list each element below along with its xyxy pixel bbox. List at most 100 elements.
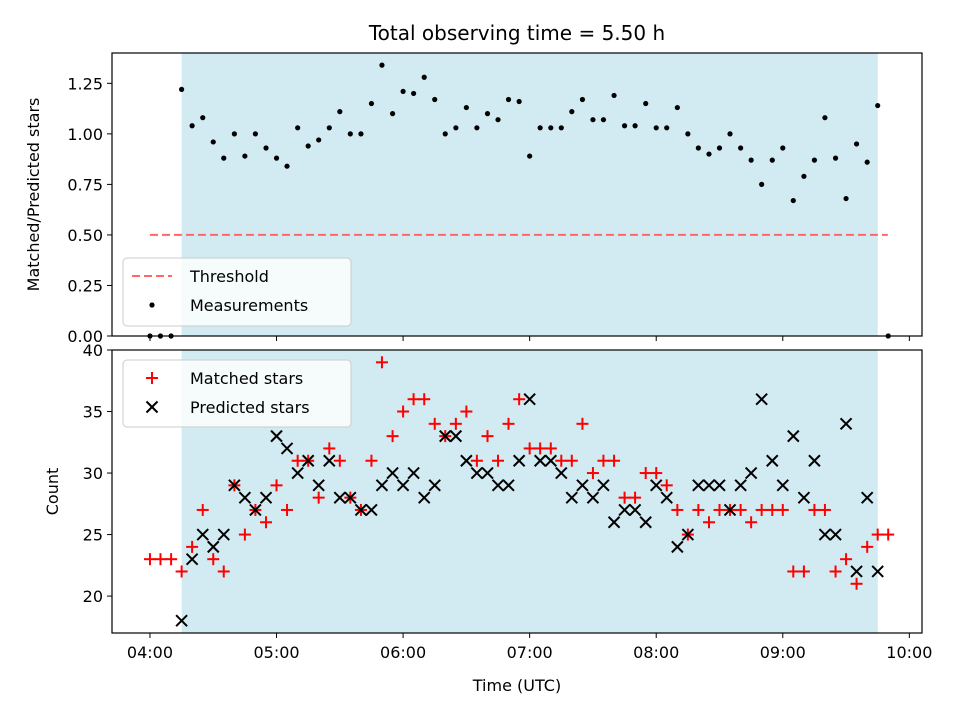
measurement-point — [252, 131, 258, 137]
y-tick-label: 0.50 — [67, 226, 103, 245]
matched-star-point — [576, 417, 589, 430]
matched-star-point — [618, 491, 631, 504]
matched-star-point — [270, 479, 283, 492]
predicted-star-point — [481, 466, 494, 480]
measurement-point — [284, 163, 290, 169]
measurement-point — [611, 92, 617, 99]
predicted-star-point — [407, 466, 420, 480]
matched-star-point — [143, 553, 156, 566]
matched-star-point — [850, 577, 863, 590]
y-tick-label: 1.00 — [67, 125, 103, 144]
measurement-point — [600, 117, 607, 123]
matched-star-point — [513, 393, 526, 406]
predicted-star-point — [259, 491, 273, 504]
matched-star-point — [713, 503, 726, 516]
matched-star-point — [692, 503, 705, 516]
matched-star-point — [175, 565, 188, 578]
measurement-point — [769, 157, 775, 163]
measurement-point — [569, 109, 575, 115]
legend-threshold-label: Threshold — [189, 267, 269, 286]
measurement-point — [621, 123, 628, 129]
matched-star-point — [407, 393, 420, 406]
predicted-star-point — [533, 454, 547, 467]
predicted-star-point — [280, 442, 294, 455]
measurement-point — [453, 125, 459, 131]
matched-star-point — [260, 516, 273, 529]
legend-measurements-swatch — [149, 302, 155, 308]
matched-star-point — [755, 503, 768, 516]
matched-star-point — [523, 442, 536, 455]
measurement-point — [727, 131, 733, 137]
predicted-star-point — [766, 454, 779, 467]
measurement-point — [273, 155, 280, 161]
measurement-point — [801, 173, 807, 179]
predicted-star-point — [523, 393, 536, 406]
predicted-star-point — [808, 454, 821, 467]
y-tick-label: 0.75 — [67, 175, 103, 194]
matched-star-point — [154, 553, 167, 566]
predicted-star-point — [681, 528, 695, 541]
measurement-point — [189, 123, 195, 129]
measurement-point — [231, 131, 237, 137]
matched-star-point — [608, 454, 621, 467]
x-tick-label: 04:00 — [127, 643, 173, 662]
y-tick-label: 35 — [83, 403, 103, 422]
measurement-point — [463, 104, 469, 111]
measurement-point — [358, 131, 364, 137]
measurement-point — [706, 151, 712, 157]
matched-star-point — [629, 491, 642, 504]
bottom-panel: 20 25 30 35 40 04:00 05:00 06:00 07:00 08:00 09:0… — [43, 341, 932, 695]
measurement-point — [432, 96, 438, 103]
predicted-star-point — [428, 479, 441, 492]
measurement-point — [548, 125, 554, 131]
bottom-x-axis-ticks: 04:00 05:00 06:00 07:00 08:00 09:00 10:00 — [127, 633, 932, 662]
predicted-star-point — [723, 503, 737, 517]
x-tick-label: 10:00 — [886, 643, 932, 662]
predicted-star-point — [344, 491, 357, 504]
predicted-star-point — [512, 454, 526, 467]
predicted-star-point — [217, 528, 230, 541]
measurement-point — [832, 155, 839, 161]
predicted-star-point — [618, 503, 631, 517]
predicted-star-point — [449, 429, 463, 443]
matched-star-point — [586, 467, 599, 480]
top-panel-frame — [111, 52, 923, 337]
x-tick-label: 07:00 — [507, 643, 553, 662]
y-tick-label: 20 — [83, 587, 103, 606]
measurement-point — [790, 197, 796, 204]
measurement-point — [242, 153, 248, 159]
y-tick-label: 1.25 — [67, 74, 103, 93]
matched-star-point — [492, 454, 505, 467]
measurement-point — [811, 157, 818, 163]
matched-star-point — [808, 503, 821, 516]
measurement-point — [474, 125, 480, 131]
matched-star-point — [882, 528, 895, 541]
predicted-star-point — [639, 516, 652, 529]
y-tick-label: 0.00 — [67, 327, 103, 346]
predicted-star-point — [386, 466, 399, 480]
matched-star-point — [766, 503, 779, 516]
matched-star-point — [639, 467, 652, 480]
matched-stars-points — [143, 356, 895, 590]
measurement-point — [695, 145, 701, 151]
predicted-star-point — [660, 491, 673, 504]
matched-star-point — [196, 503, 209, 516]
measurement-point — [368, 100, 375, 107]
measurement-point — [653, 125, 659, 131]
matched-star-point — [365, 454, 378, 467]
measurement-point — [442, 131, 448, 137]
predicted-star-point — [650, 479, 663, 492]
predicted-star-point — [713, 479, 726, 492]
matched-star-point — [565, 454, 578, 467]
predicted-star-point — [544, 454, 557, 467]
measurement-point — [200, 115, 206, 121]
predicted-star-point — [228, 479, 241, 492]
legend-predicted-label: Predicted stars — [190, 398, 310, 417]
measurement-point — [484, 111, 491, 117]
y-tick-label: 40 — [83, 341, 103, 360]
predicted-star-point — [671, 540, 684, 554]
matched-star-point — [840, 553, 853, 566]
predicted-star-point — [207, 540, 220, 554]
measurement-point — [295, 125, 301, 131]
